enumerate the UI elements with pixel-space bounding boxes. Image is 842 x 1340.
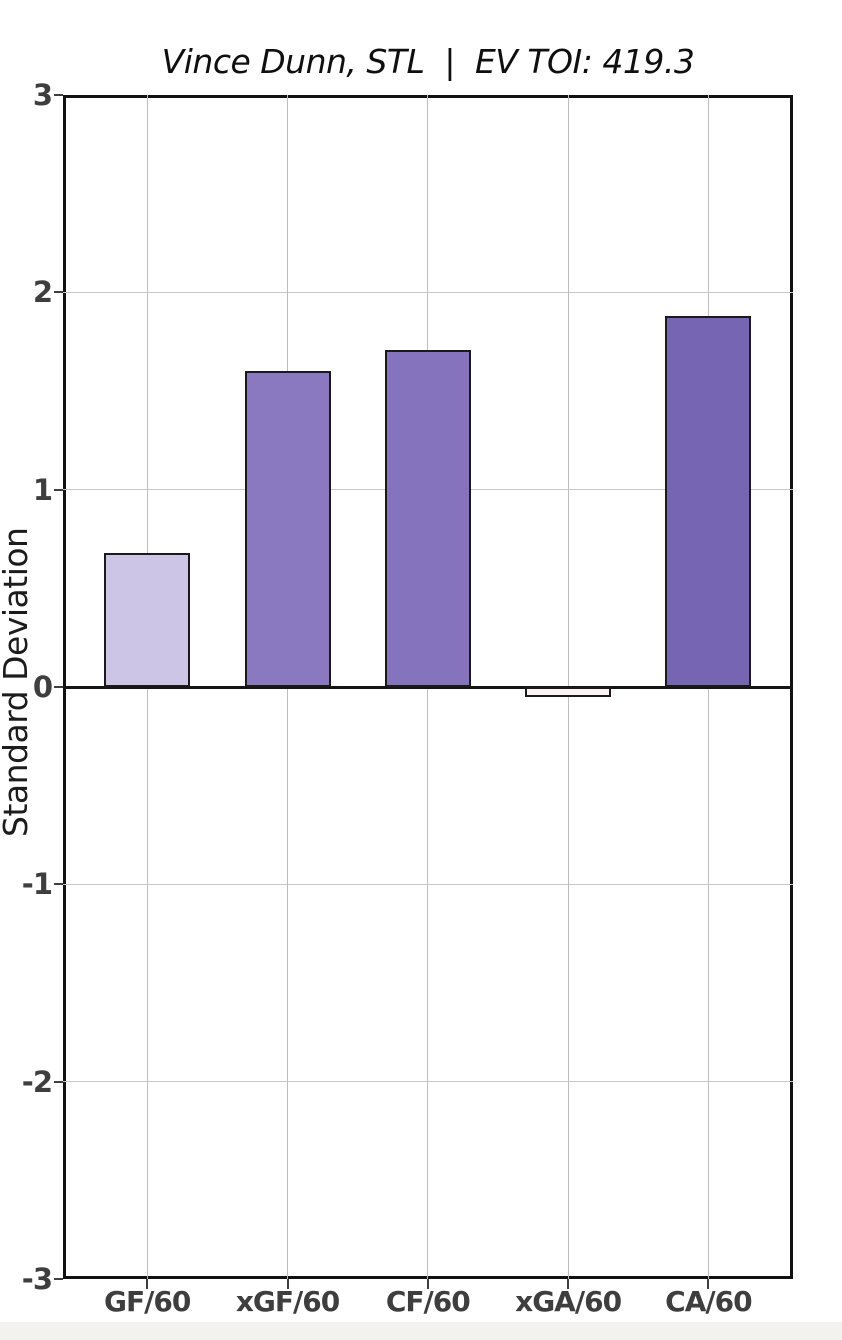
bottom-strip (0, 1322, 842, 1340)
x-tick-mark-gf60 (146, 1279, 149, 1289)
chart-title: Vince Dunn, STL | EV TOI: 419.3 (161, 42, 695, 81)
y-tick-label-2: 2 (32, 275, 53, 310)
y-tick-label-3: 3 (32, 78, 53, 112)
y-tick-mark--2 (54, 1080, 63, 1083)
x-tick-label-ca60: CA/60 (665, 1285, 752, 1318)
bar-cf60 (384, 349, 471, 687)
y-tick-label--3: -3 (21, 1262, 53, 1296)
y-tick-label--1: -1 (21, 867, 53, 902)
bar-gf60 (104, 552, 191, 687)
bar-xga60 (525, 687, 612, 697)
y-tick-mark--1 (54, 883, 63, 886)
x-tick-label-cf60: CF/60 (385, 1285, 471, 1318)
x-tick-mark-cf60 (426, 1279, 429, 1289)
x-tick-mark-ca60 (707, 1279, 710, 1289)
x-tick-label-gf60: GF/60 (104, 1285, 191, 1318)
y-tick-mark--3 (54, 1278, 63, 1280)
x-tick-mark-xgf60 (286, 1279, 289, 1289)
y-tick-mark-0 (54, 686, 63, 688)
x-tick-mark-xga60 (567, 1279, 570, 1289)
y-tick-label-0: 0 (32, 670, 53, 704)
x-tick-label-xga60: xGA/60 (515, 1285, 622, 1318)
bar-xgf60 (244, 371, 331, 687)
x-tick-label-xgf60: xGF/60 (235, 1285, 340, 1318)
y-tick-mark-3 (54, 94, 63, 96)
y-tick-mark-1 (54, 488, 63, 491)
bar-ca60 (665, 316, 752, 687)
y-tick-label-1: 1 (32, 472, 53, 507)
zero-line (63, 685, 793, 689)
y-tick-label--2: -2 (21, 1064, 53, 1099)
y-tick-mark-2 (54, 291, 63, 294)
